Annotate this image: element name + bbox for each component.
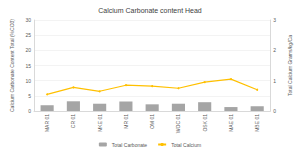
svg-text:MR 01: MR 01 [123, 114, 129, 129]
svg-text:30: 30 [25, 17, 31, 23]
svg-text:Calcium Carbonate content Head: Calcium Carbonate content Head [98, 7, 202, 14]
svg-text:0: 0 [28, 108, 31, 114]
svg-text:MKE 01: MKE 01 [97, 114, 103, 132]
svg-text:3: 3 [273, 17, 276, 23]
svg-text:OM 01: OM 01 [149, 114, 155, 129]
svg-text:MAE 01: MAE 01 [228, 114, 234, 132]
svg-text:10: 10 [25, 78, 31, 84]
svg-text:Total Calcium: Total Calcium [171, 142, 201, 148]
svg-text:5: 5 [28, 93, 31, 99]
svg-text:Total Carbonate: Total Carbonate [112, 142, 148, 148]
svg-text:25: 25 [25, 32, 31, 38]
svg-text:WOC 01: WOC 01 [175, 114, 181, 133]
svg-text:MAR 01: MAR 01 [44, 114, 50, 132]
svg-text:Total Calcium Grams/kg/Ca: Total Calcium Grams/kg/Ca [287, 35, 293, 96]
svg-text:Calcium Carbonate Content Tota: Calcium Carbonate Content Total (%CO3) [9, 19, 15, 112]
svg-text:20: 20 [25, 47, 31, 53]
svg-text:OSK 01: OSK 01 [202, 114, 208, 132]
svg-text:15: 15 [25, 63, 31, 69]
svg-text:0: 0 [273, 108, 276, 114]
svg-text:2: 2 [273, 47, 276, 53]
svg-text:1: 1 [273, 78, 276, 84]
svg-text:CR 01: CR 01 [70, 114, 76, 128]
svg-text:MBE 01: MBE 01 [254, 114, 260, 132]
